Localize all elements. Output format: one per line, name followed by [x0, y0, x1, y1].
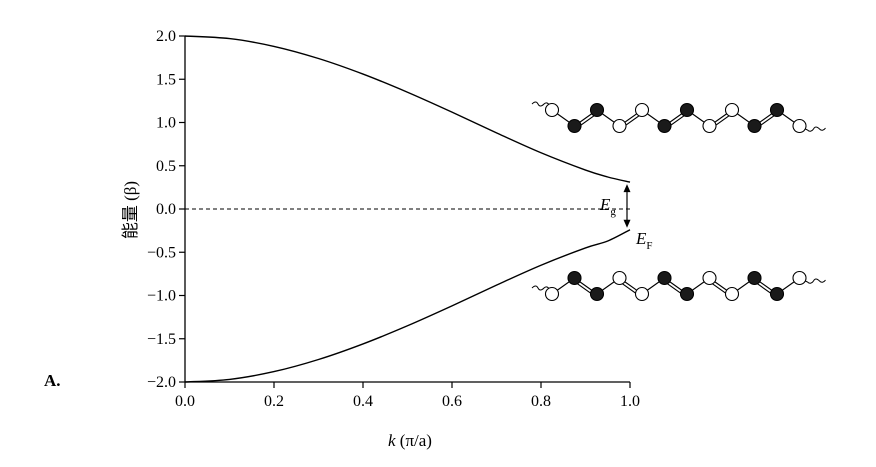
chain-end-wavy: [799, 125, 826, 132]
chain-atom-light: [724, 286, 740, 302]
chain-atom-light: [544, 286, 560, 302]
polyene-chain-diagrams: [531, 101, 826, 302]
y-tick-label: 2.0: [156, 28, 176, 45]
x-tick-label: 0.4: [353, 393, 373, 410]
chain-end-wavy: [799, 277, 826, 284]
tick-marks: [179, 35, 631, 388]
chain-atom-dark: [769, 102, 785, 118]
chain-end-wavy: [531, 285, 553, 295]
chain-atom-light: [724, 102, 740, 118]
chain-atom-light: [612, 118, 627, 134]
lower-chain-diagram: [531, 270, 826, 302]
y-tick-label: −2.0: [147, 374, 176, 391]
fermi-level-label: EF: [635, 229, 653, 252]
chain-atom-dark: [747, 270, 762, 286]
chain-atom-dark: [657, 118, 672, 134]
upper-band-curve: [184, 35, 631, 183]
x-tick-label: 0.8: [531, 393, 551, 410]
panel-label: A.: [44, 371, 61, 390]
chain-end-wavy: [531, 101, 553, 111]
chain-atom-dark: [567, 270, 582, 286]
chain-atom-dark: [679, 102, 695, 118]
chain-atom-light: [792, 118, 807, 134]
chain-atom-dark: [589, 286, 605, 302]
chain-atom-dark: [679, 286, 695, 302]
upper-chain-diagram: [531, 101, 826, 134]
y-tick-label: 1.5: [156, 71, 176, 88]
chain-atom-dark: [747, 118, 762, 134]
chain-atom-light: [702, 118, 717, 134]
chain-atom-dark: [657, 270, 672, 286]
y-tick-label: −0.5: [147, 244, 176, 261]
x-tick-label: 1.0: [620, 393, 640, 410]
x-tick-label: 0.0: [175, 393, 195, 410]
chain-atom-light: [634, 286, 650, 302]
band-curves: [184, 35, 631, 383]
band-gap-annotation: [623, 184, 631, 228]
chain-atom-light: [634, 102, 650, 118]
chain-atom-dark: [769, 286, 785, 302]
chain-atom-light: [792, 270, 807, 286]
band-gap-label: Eg: [599, 195, 616, 218]
y-tick-label: −1.0: [147, 288, 176, 305]
lower-band-curve: [184, 229, 631, 383]
chain-atom-dark: [567, 118, 582, 134]
chain-atom-light: [544, 102, 560, 118]
chain-atom-dark: [589, 102, 605, 118]
x-tick-labels: 0.0 0.2 0.4 0.6 0.8 1.0: [175, 393, 640, 410]
chain-atom-light: [612, 270, 627, 286]
y-tick-label: −1.5: [147, 331, 176, 348]
y-axis-title: 能量 (β): [121, 181, 140, 239]
x-tick-label: 0.6: [442, 393, 462, 410]
y-tick-label: 0.0: [156, 201, 176, 218]
gap-arrow-head-down: [623, 219, 631, 228]
x-axis-title: k (π/a): [388, 431, 432, 450]
y-tick-label: 1.0: [156, 115, 176, 132]
y-tick-labels: 2.0 1.5 1.0 0.5 0.0 −0.5 −1.0 −1.5 −2.0: [147, 28, 176, 391]
x-tick-label: 0.2: [264, 393, 284, 410]
chain-atom-light: [702, 270, 717, 286]
y-tick-label: 0.5: [156, 158, 176, 175]
gap-arrow-head-up: [623, 184, 631, 193]
